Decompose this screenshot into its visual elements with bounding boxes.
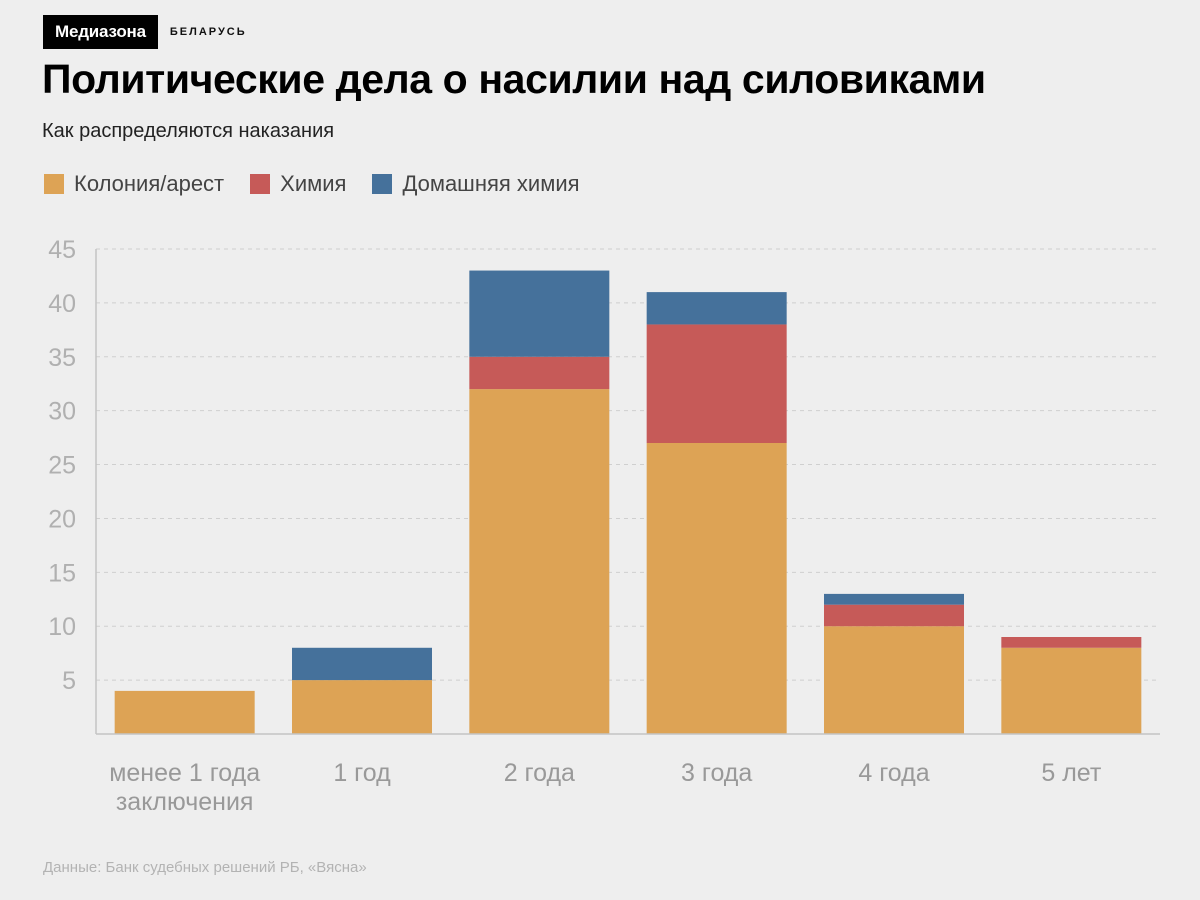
- brand-logo: Медиазона: [43, 15, 158, 49]
- x-tick-label-4: 3 года: [681, 759, 752, 787]
- legend-item-chemistry: Химия: [250, 171, 346, 197]
- legend-swatch-home-chemistry: [372, 174, 393, 194]
- legend-item-home-chemistry: Домашняя химия: [372, 171, 580, 197]
- data-source: Данные: Банк судебных решений РБ, «Вясна…: [43, 859, 367, 876]
- bar-2-series-3: [292, 647, 432, 681]
- bar-4-series-3: [646, 292, 787, 325]
- bar-4-series-2: [646, 324, 787, 443]
- bar-6-series-1: [1001, 647, 1142, 734]
- bar-1-series-1: [114, 690, 255, 734]
- bar-4-series-1: [646, 443, 787, 734]
- y-axis-ticks: 5 10 15 20 25 30 35 40 45: [48, 236, 76, 695]
- legend: Колония/арест Химия Домашняя химия: [44, 171, 606, 197]
- y-tick-label-45: 45: [48, 236, 76, 264]
- legend-item-colony: Колония/арест: [44, 171, 224, 197]
- bar-5-series-1: [824, 626, 964, 734]
- legend-label-chemistry: Химия: [280, 171, 347, 196]
- x-tick-label-5: 4 года: [858, 759, 929, 787]
- bar-5-series-2: [824, 604, 964, 627]
- bar-3-series-1: [469, 389, 610, 734]
- legend-swatch-chemistry: [250, 174, 271, 194]
- x-tick-label-3: 2 года: [504, 759, 575, 787]
- axes: [95, 249, 1160, 735]
- brand: Медиазона БЕЛАРУСЬ: [43, 15, 247, 49]
- x-tick-label-6: 5 лет: [1041, 759, 1102, 787]
- y-tick-label-40: 40: [48, 290, 76, 318]
- bar-3-series-2: [469, 356, 610, 390]
- legend-label-home-chemistry: Домашняя химия: [402, 171, 580, 196]
- bar-2-series-1: [292, 680, 432, 734]
- x-axis-ticks: менее 1 года заключения 1 год 2 года 3 года 4…: [109, 759, 1102, 816]
- y-tick-label-30: 30: [48, 398, 76, 426]
- y-tick-label-25: 25: [48, 452, 76, 480]
- chart-subtitle: Как распределяются наказания: [42, 120, 335, 142]
- bars: [114, 270, 1142, 734]
- chart-title: Политические дела о насилии над силовика…: [42, 56, 986, 102]
- bar-6-series-2: [1001, 637, 1142, 648]
- legend-label-colony: Колония/арест: [74, 171, 225, 196]
- brand-region: БЕЛАРУСЬ: [169, 26, 247, 38]
- bar-5-series-3: [824, 593, 964, 605]
- y-tick-label-35: 35: [48, 344, 76, 372]
- gridlines: [96, 248, 1160, 681]
- y-tick-label-15: 15: [48, 559, 76, 587]
- x-tick-label-2: 1 год: [333, 759, 391, 787]
- y-tick-label-5: 5: [62, 667, 76, 695]
- bar-3-series-3: [469, 270, 610, 357]
- y-tick-label-10: 10: [48, 613, 76, 641]
- x-tick-label-1: менее 1 года заключения: [109, 759, 260, 816]
- legend-swatch-colony: [44, 174, 64, 194]
- y-tick-label-20: 20: [48, 505, 76, 533]
